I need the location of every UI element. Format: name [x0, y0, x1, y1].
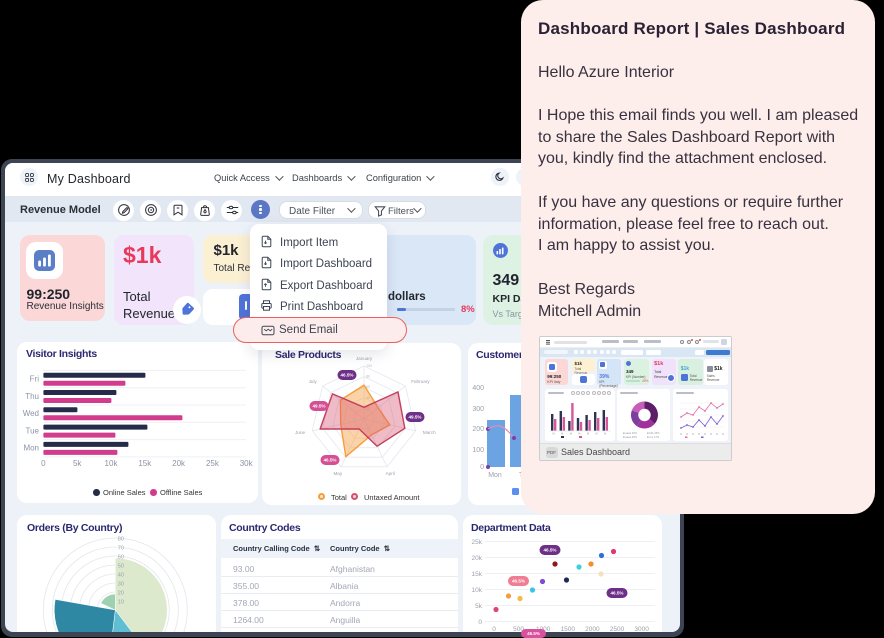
svg-text:Fri: Fri	[30, 375, 40, 384]
svg-text:M: M	[716, 433, 718, 436]
svg-text:M: M	[722, 433, 724, 436]
svg-text:2500: 2500	[610, 626, 625, 632]
svg-text:5k: 5k	[475, 603, 483, 610]
svg-text:■ aaaa 30%: ■ aaaa 30%	[623, 431, 638, 435]
svg-text:300: 300	[472, 406, 484, 413]
svg-text:M: M	[595, 432, 597, 436]
svg-text:Mon: Mon	[488, 472, 502, 479]
svg-text:0: 0	[480, 464, 484, 471]
svg-text:5k: 5k	[73, 459, 82, 468]
svg-text:10: 10	[118, 600, 124, 606]
svg-text:3000: 3000	[634, 626, 649, 632]
svg-text:25k: 25k	[472, 539, 483, 546]
svg-text:January: January	[356, 356, 373, 361]
svg-text:46.5%: 46.5%	[340, 373, 353, 378]
svg-text:46.5%: 46.5%	[610, 591, 623, 596]
svg-text:M: M	[552, 432, 554, 436]
svg-text:M: M	[710, 433, 712, 436]
svg-text:100: 100	[366, 364, 372, 368]
svg-text:M: M	[569, 432, 571, 436]
svg-text:60: 60	[118, 555, 124, 561]
svg-text:M: M	[561, 432, 563, 436]
svg-text:■ bbb 25%: ■ bbb 25%	[647, 431, 660, 435]
svg-text:M: M	[704, 433, 706, 436]
svg-text:50: 50	[118, 564, 124, 570]
svg-text:46.5%: 46.5%	[512, 579, 525, 584]
svg-text:0: 0	[478, 619, 482, 626]
svg-text:0: 0	[41, 459, 46, 468]
svg-text:M: M	[578, 432, 580, 436]
svg-text:100: 100	[472, 447, 484, 454]
svg-text:20k: 20k	[172, 459, 186, 468]
svg-text:80: 80	[118, 537, 124, 543]
svg-text:0: 0	[492, 626, 496, 632]
svg-text:April: April	[386, 471, 395, 476]
svg-text:M: M	[680, 433, 682, 436]
svg-text:20: 20	[118, 591, 124, 597]
svg-text:15k: 15k	[472, 571, 483, 578]
svg-text:30k: 30k	[240, 459, 254, 468]
svg-text:40: 40	[366, 396, 370, 400]
svg-text:M: M	[698, 433, 700, 436]
svg-text:400: 400	[472, 385, 484, 392]
svg-text:■ aaaa 28%: ■ aaaa 28%	[623, 435, 638, 439]
svg-text:1500: 1500	[561, 626, 576, 632]
svg-text:80: 80	[366, 375, 370, 379]
svg-text:2000: 2000	[585, 626, 600, 632]
svg-text:200: 200	[472, 426, 484, 433]
svg-text:March: March	[423, 430, 436, 435]
svg-text:June: June	[295, 430, 305, 435]
svg-text:Wed: Wed	[23, 409, 39, 418]
svg-text:20: 20	[366, 406, 370, 410]
svg-text:May: May	[333, 471, 342, 476]
svg-text:20k: 20k	[472, 555, 483, 562]
svg-text:49.5%: 49.5%	[408, 415, 421, 420]
svg-text:10k: 10k	[105, 459, 119, 468]
svg-text:M: M	[686, 433, 688, 436]
svg-text:M: M	[587, 432, 589, 436]
svg-text:Thu: Thu	[25, 392, 39, 401]
svg-text:Tue: Tue	[26, 426, 40, 435]
svg-text:■ ccc 17%: ■ ccc 17%	[647, 435, 660, 439]
svg-text:25k: 25k	[206, 459, 220, 468]
svg-text:February: February	[411, 379, 430, 384]
svg-text:40: 40	[118, 573, 124, 579]
svg-text:15k: 15k	[138, 459, 152, 468]
svg-text:10k: 10k	[472, 587, 483, 594]
svg-text:49.5%: 49.5%	[312, 404, 325, 409]
svg-text:500: 500	[513, 626, 524, 632]
svg-text:Mon: Mon	[23, 444, 39, 453]
svg-text:July: July	[309, 379, 318, 384]
svg-text:46.5%: 46.5%	[543, 548, 556, 553]
svg-text:30: 30	[118, 582, 124, 588]
svg-text:M: M	[604, 432, 606, 436]
svg-text:46.5%: 46.5%	[323, 458, 336, 463]
svg-text:M: M	[692, 433, 694, 436]
svg-text:70: 70	[118, 546, 124, 552]
svg-text:60: 60	[366, 385, 370, 389]
